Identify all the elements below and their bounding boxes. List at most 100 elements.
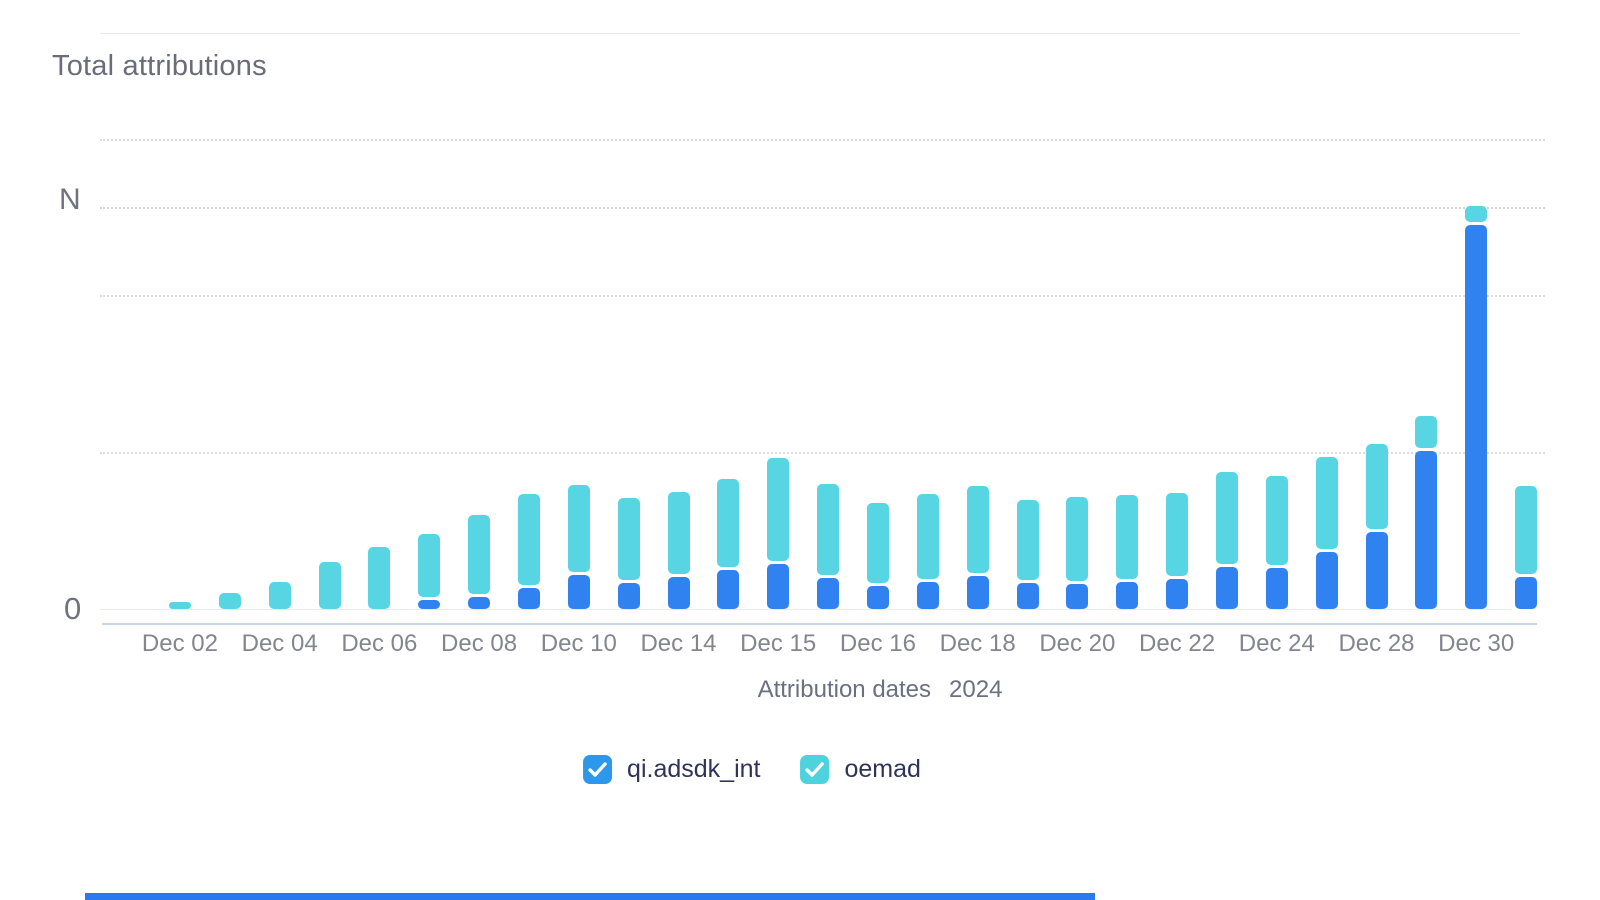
bar-22[interactable]	[1252, 139, 1302, 609]
legend-item-oemad[interactable]: oemad	[800, 755, 921, 784]
bar-segment-qi-adsdk-int[interactable]	[1365, 532, 1388, 609]
x-axis-title: Attribution dates 2024	[758, 676, 1003, 704]
bar-4[interactable]	[354, 139, 404, 609]
bar-segment-oemad[interactable]	[966, 486, 989, 573]
bar-segment-oemad[interactable]	[1315, 457, 1338, 549]
x-tick-label: Dec 18	[939, 630, 1016, 657]
x-axis-title-year: 2024	[949, 676, 1003, 703]
legend-checkbox[interactable]	[800, 755, 830, 784]
bar-20[interactable]	[1152, 139, 1202, 609]
bar-segment-qi-adsdk-int[interactable]	[717, 570, 740, 609]
bar-segment-qi-adsdk-int[interactable]	[1265, 568, 1288, 609]
bar-segment-qi-adsdk-int[interactable]	[468, 597, 491, 609]
x-tick-label: Dec 10	[540, 630, 617, 657]
x-tick-label: Dec 24	[1238, 630, 1315, 657]
legend-label[interactable]: qi.adsdk_int	[627, 755, 761, 783]
bar-segment-oemad[interactable]	[517, 494, 540, 585]
bar-segment-qi-adsdk-int[interactable]	[567, 575, 590, 609]
bar-segment-oemad[interactable]	[916, 494, 939, 579]
bar-segment-oemad[interactable]	[1265, 476, 1288, 565]
bar-segment-qi-adsdk-int[interactable]	[916, 582, 939, 609]
bar-segment-oemad[interactable]	[1116, 495, 1139, 579]
bar-7[interactable]	[504, 139, 554, 609]
bar-segment-qi-adsdk-int[interactable]	[418, 600, 441, 609]
x-tick-label: Dec 16	[839, 630, 916, 657]
bar-13[interactable]	[803, 139, 853, 609]
bar-segment-oemad[interactable]	[1016, 500, 1039, 580]
bar-segment-qi-adsdk-int[interactable]	[767, 564, 790, 609]
bar-6[interactable]	[454, 139, 504, 609]
bar-segment-qi-adsdk-int[interactable]	[817, 578, 840, 609]
bar-segment-qi-adsdk-int[interactable]	[1215, 567, 1238, 609]
bar-14[interactable]	[853, 139, 903, 609]
bar-segment-oemad[interactable]	[866, 503, 889, 583]
bar-segment-qi-adsdk-int[interactable]	[1415, 451, 1438, 609]
bar-0[interactable]	[155, 139, 205, 609]
x-tick-label: Dec 08	[441, 630, 518, 657]
bar-segment-qi-adsdk-int[interactable]	[617, 583, 640, 609]
bar-2[interactable]	[255, 139, 305, 609]
bar-segment-oemad[interactable]	[667, 492, 690, 574]
legend-item-qi-adsdk-int[interactable]: qi.adsdk_int	[583, 755, 760, 784]
legend-label[interactable]: oemad	[844, 755, 921, 783]
bar-segment-oemad[interactable]	[567, 485, 590, 572]
chart-title: Total attributions	[52, 50, 267, 82]
bar-segment-oemad[interactable]	[1166, 493, 1189, 576]
bar-segment-oemad[interactable]	[767, 458, 790, 561]
bar-24[interactable]	[1352, 139, 1402, 609]
bottom-blue-strip	[85, 893, 1095, 900]
bar-segment-oemad[interactable]	[817, 484, 840, 575]
bar-18[interactable]	[1052, 139, 1102, 609]
bar-segment-oemad[interactable]	[468, 515, 491, 594]
legend-checkbox[interactable]	[583, 755, 613, 784]
bar-segment-qi-adsdk-int[interactable]	[1066, 584, 1089, 609]
x-tick-label: Dec 14	[640, 630, 717, 657]
bar-segment-oemad[interactable]	[1365, 444, 1388, 529]
bar-23[interactable]	[1302, 139, 1352, 609]
x-tick-label: Dec 15	[740, 630, 817, 657]
bar-segment-oemad[interactable]	[617, 498, 640, 580]
bar-8[interactable]	[554, 139, 604, 609]
bar-26[interactable]	[1451, 139, 1501, 609]
bar-10[interactable]	[654, 139, 704, 609]
bar-16[interactable]	[953, 139, 1003, 609]
bar-9[interactable]	[604, 139, 654, 609]
bar-27[interactable]	[1501, 139, 1551, 609]
x-axis-title-text: Attribution dates	[757, 676, 932, 703]
bar-segment-qi-adsdk-int[interactable]	[966, 576, 989, 609]
bar-11[interactable]	[703, 139, 753, 609]
bar-segment-qi-adsdk-int[interactable]	[1166, 579, 1189, 609]
bar-segment-oemad[interactable]	[418, 534, 441, 597]
bar-segment-oemad[interactable]	[268, 582, 291, 609]
bar-segment-oemad[interactable]	[1066, 497, 1089, 581]
bar-segment-qi-adsdk-int[interactable]	[1515, 577, 1538, 609]
bar-15[interactable]	[903, 139, 953, 609]
bar-12[interactable]	[753, 139, 803, 609]
bar-segment-oemad[interactable]	[717, 479, 740, 567]
bar-5[interactable]	[404, 139, 454, 609]
bar-segment-oemad[interactable]	[1515, 486, 1538, 574]
bar-segment-oemad[interactable]	[218, 593, 241, 609]
bar-segment-qi-adsdk-int[interactable]	[1465, 225, 1488, 609]
y-axis-zero-label: 0	[64, 591, 82, 626]
bar-segment-oemad[interactable]	[318, 562, 341, 609]
x-tick-label: Dec 28	[1338, 630, 1415, 657]
bar-3[interactable]	[305, 139, 355, 609]
bar-25[interactable]	[1401, 139, 1451, 609]
bar-segment-qi-adsdk-int[interactable]	[866, 586, 889, 609]
bar-19[interactable]	[1102, 139, 1152, 609]
bar-segment-qi-adsdk-int[interactable]	[667, 577, 690, 609]
bar-17[interactable]	[1003, 139, 1053, 609]
bar-segment-oemad[interactable]	[168, 602, 191, 609]
bar-segment-qi-adsdk-int[interactable]	[517, 588, 540, 609]
bar-segment-oemad[interactable]	[368, 547, 391, 609]
x-tick-label: Dec 22	[1139, 630, 1216, 657]
bar-1[interactable]	[205, 139, 255, 609]
bar-segment-qi-adsdk-int[interactable]	[1016, 583, 1039, 609]
bar-segment-qi-adsdk-int[interactable]	[1315, 552, 1338, 609]
bar-segment-oemad[interactable]	[1215, 472, 1238, 564]
bar-segment-qi-adsdk-int[interactable]	[1116, 582, 1139, 609]
bar-21[interactable]	[1202, 139, 1252, 609]
bar-segment-oemad[interactable]	[1465, 206, 1488, 222]
bar-segment-oemad[interactable]	[1415, 416, 1438, 448]
